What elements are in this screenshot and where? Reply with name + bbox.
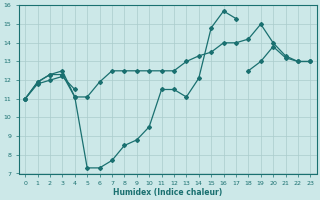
X-axis label: Humidex (Indice chaleur): Humidex (Indice chaleur): [113, 188, 222, 197]
